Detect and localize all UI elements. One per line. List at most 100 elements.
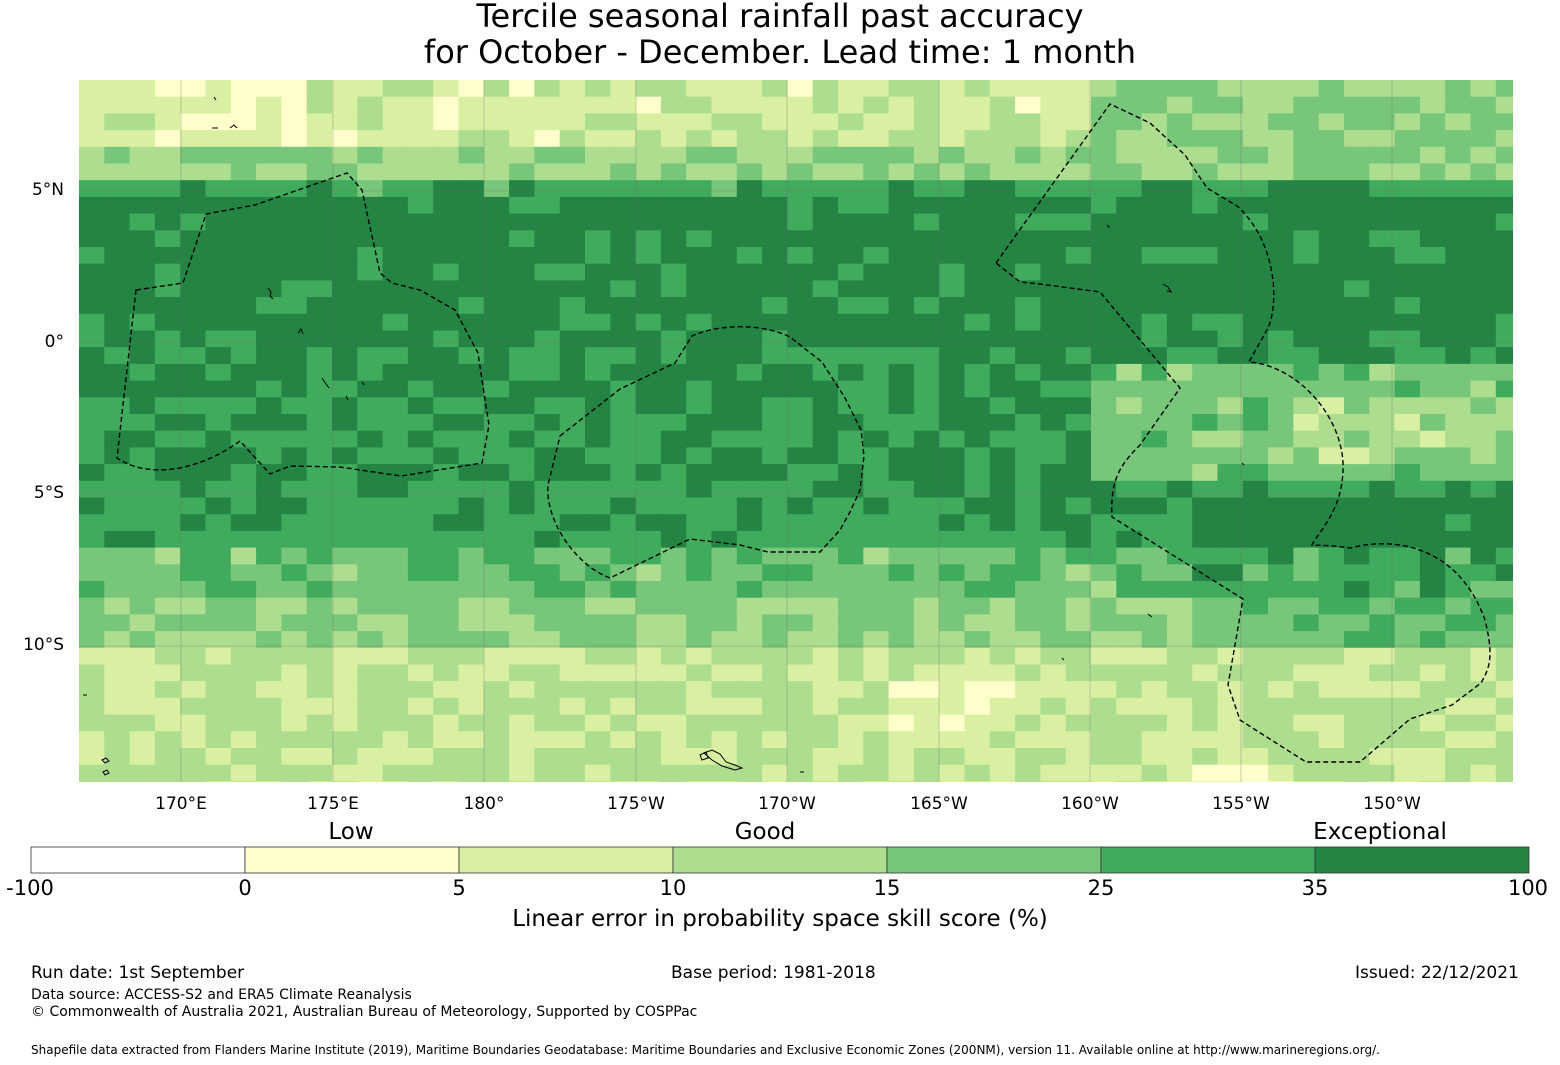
skill-cell (1318, 714, 1345, 732)
skill-cell (1015, 564, 1041, 582)
skill-cell (230, 313, 257, 332)
skill-cell (913, 263, 940, 281)
skill-cell (1116, 347, 1143, 365)
skill-cell (1419, 113, 1446, 131)
skill-cell (1091, 280, 1117, 298)
skill-cell (888, 581, 915, 599)
skill-cell (1065, 731, 1092, 749)
skill-cell (635, 113, 662, 131)
skill-cell (1495, 180, 1513, 198)
skill-cell (1065, 480, 1092, 499)
skill-cell (913, 597, 940, 615)
skill-cell (281, 447, 308, 465)
skill-cell (989, 230, 1016, 248)
skill-cell (357, 564, 384, 582)
skill-cell (180, 196, 207, 215)
skill-cell (129, 664, 156, 682)
skill-cell (1293, 764, 1320, 782)
skill-cell (1344, 130, 1370, 148)
skill-cell (509, 196, 535, 215)
skill-cell (154, 313, 181, 332)
skill-cell (635, 180, 662, 198)
skill-cell (1419, 530, 1446, 549)
skill-cell (964, 497, 991, 515)
skill-cell (1116, 631, 1143, 649)
skill-cell (787, 597, 814, 615)
skill-cell (433, 414, 460, 432)
skill-cell (483, 230, 510, 248)
skill-cell (1268, 764, 1294, 782)
skill-cell (509, 213, 535, 231)
skill-cell (660, 564, 687, 582)
skill-cell (1419, 196, 1446, 215)
skill-cell (357, 447, 384, 465)
skill-cell (863, 196, 890, 215)
skill-cell (281, 163, 308, 181)
skill-cell (939, 447, 966, 465)
skill-cell (433, 731, 460, 749)
skill-cell (1065, 430, 1092, 448)
skill-cell (888, 530, 915, 549)
skill-cell (357, 380, 384, 398)
skill-cell (154, 647, 181, 666)
skill-cell (382, 430, 409, 448)
skill-cell (838, 213, 864, 231)
skill-cell (1293, 397, 1320, 415)
skill-cell (1192, 731, 1219, 749)
skill-cell (382, 781, 409, 782)
skill-cell (1268, 297, 1294, 315)
skill-cell (1495, 430, 1513, 448)
skill-cell (281, 280, 308, 298)
skill-cell (888, 714, 915, 732)
skill-cell (382, 313, 409, 332)
skill-cell (357, 297, 384, 315)
skill-cell (382, 414, 409, 432)
skill-cell (180, 714, 207, 732)
skill-cell (686, 363, 713, 382)
skill-cell (509, 497, 535, 515)
skill-cell (736, 731, 763, 749)
skill-cell (964, 480, 991, 499)
skill-cell (382, 714, 409, 732)
skill-cell (1419, 313, 1446, 332)
skill-cell (989, 146, 1016, 165)
skill-cell (1015, 748, 1041, 766)
skill-cell (1015, 230, 1041, 248)
skill-cell (585, 647, 611, 666)
skill-cell (1141, 614, 1168, 632)
skill-cell (559, 764, 586, 782)
skill-cell (585, 731, 611, 749)
skill-cell (559, 313, 586, 332)
skill-cell (711, 263, 738, 281)
skill-cell (559, 597, 586, 615)
skill-cell (686, 480, 713, 499)
skill-cell (433, 263, 460, 281)
skill-cell (863, 146, 890, 165)
skill-cell (256, 330, 282, 348)
skill-cell (610, 363, 637, 382)
skill-cell (154, 530, 181, 549)
skill-cell (306, 664, 333, 682)
skill-cell (1217, 697, 1244, 716)
skill-cell (230, 414, 257, 432)
skill-cell (989, 180, 1016, 198)
skill-cell (104, 597, 131, 615)
skill-cell (1242, 230, 1269, 248)
skill-cell (1141, 514, 1168, 532)
skill-cell (913, 146, 940, 165)
skill-cell (1344, 597, 1370, 615)
skill-cell (180, 681, 207, 699)
island-outlines (83, 96, 1245, 776)
skill-cell (407, 731, 434, 749)
skill-cell (1242, 631, 1269, 649)
skill-cell (458, 731, 485, 749)
skill-cell (1091, 731, 1117, 749)
skill-cell (1065, 530, 1092, 549)
skill-cell (79, 764, 105, 782)
skill-cell (1419, 347, 1446, 365)
skill-cell (939, 213, 966, 231)
skill-cell (913, 480, 940, 499)
skill-cell (79, 363, 105, 382)
skill-cell (256, 297, 282, 315)
skill-cell (281, 597, 308, 615)
